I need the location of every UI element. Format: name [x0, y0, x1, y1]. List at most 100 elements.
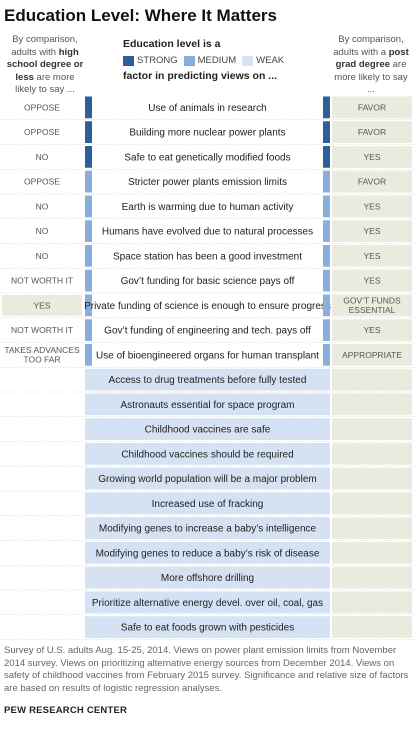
issue-label: More offshore drilling: [161, 573, 254, 584]
left-strength-bar: [85, 566, 92, 589]
weak-row-fill: [92, 566, 323, 589]
right-strength-bar: [323, 245, 330, 267]
left-strength-bar: [85, 517, 92, 539]
right-strength-bar: [323, 220, 330, 242]
right-strength-bar: [323, 121, 330, 143]
left-strength-bar: [85, 344, 92, 366]
legend-swatch-strong: [123, 55, 134, 66]
right-answer-box: [332, 96, 412, 119]
left-strength-bar: [85, 220, 92, 242]
left-answer-box: [2, 295, 82, 316]
right-strength-bar: [323, 170, 330, 193]
issue-label: Gov’t funding of engineering and tech. p…: [104, 326, 311, 337]
right-strength-bar: [323, 269, 330, 292]
weak-row-fill: [92, 368, 323, 391]
legend-swatch-weak: [242, 55, 254, 66]
issue-label: Private funding of science is enough to …: [84, 301, 331, 312]
right-strength-bar: [323, 616, 330, 638]
right-strength-bar: [323, 319, 330, 341]
right-answer: FAVOR: [358, 127, 386, 137]
left-answer: YES: [33, 300, 50, 310]
right-answer: YES: [363, 152, 380, 162]
right-strength-bar: [323, 467, 330, 490]
left-strength-bar: [85, 170, 92, 193]
legend-label-weak: WEAK: [256, 55, 285, 66]
left-strength-bar: [85, 245, 92, 267]
right-strength-bar: [323, 96, 330, 119]
right-strength-bar: [323, 517, 330, 539]
left-strength-bar: [85, 443, 92, 465]
right-answer: YES: [363, 251, 380, 261]
legend-item-medium: MEDIUM: [183, 55, 236, 66]
issue-label: Earth is warming due to human activity: [122, 202, 294, 213]
issue-label: Building more nuclear power plants: [129, 128, 285, 139]
footnote: Survey of U.S. adults Aug. 15-25, 2014. …: [4, 645, 409, 694]
right-answer-box: [332, 146, 412, 168]
right-strength-bar: [323, 195, 330, 218]
weak-row-fill: [92, 418, 323, 440]
issue-label: Increased use of fracking: [152, 499, 264, 510]
right-strength-bar: [323, 344, 330, 366]
right-strength-bar: [323, 393, 330, 416]
left-answer: OPPOSE: [24, 127, 60, 137]
right-answer: FAVOR: [358, 102, 386, 112]
right-strength-bar: [323, 146, 330, 168]
right-answer: YES: [363, 276, 380, 286]
legend-item-weak: WEAK: [242, 55, 284, 66]
issue-label: Stricter power plants emission limits: [128, 177, 287, 188]
issue-label: Astronauts essential for space program: [121, 400, 295, 411]
weak-row-fill: [92, 492, 323, 515]
left-strength-bar: [85, 467, 92, 490]
right-note-bold: post grad degree: [335, 46, 409, 71]
left-strength-bar: [85, 492, 92, 515]
right-answer-box: [332, 418, 412, 440]
right-answer-box: [332, 542, 412, 564]
right-answer-box: [332, 269, 412, 292]
left-note-bold: high school degree or less: [6, 46, 84, 83]
right-answer-box: [332, 616, 412, 638]
legend-label-strong: STRONG: [137, 55, 178, 66]
right-answer: YES: [363, 201, 380, 211]
right-answer-box: [332, 591, 412, 614]
left-strength-bar: [85, 121, 92, 143]
right-answer-box: [332, 195, 412, 218]
left-strength-bar: [85, 146, 92, 168]
issue-label: Humans have evolved due to natural proce…: [102, 227, 313, 238]
issue-label: Modifying genes to increase a baby’s int…: [99, 524, 317, 535]
right-answer-box: [332, 492, 412, 515]
legend-title: Education level is a: [123, 38, 221, 50]
right-answer-box: [332, 443, 412, 465]
right-strength-bar: [323, 418, 330, 440]
right-answer-box: [332, 517, 412, 539]
right-strength-bar: [323, 542, 330, 564]
source-credit: PEW RESEARCH CENTER: [4, 705, 128, 716]
weak-row-fill: [92, 467, 323, 490]
issue-label: Safe to eat genetically modified foods: [124, 152, 290, 163]
left-strength-bar: [85, 294, 92, 317]
right-note-post: are more likely to say ...: [334, 59, 408, 95]
left-note-post: are more likely to say ...: [15, 71, 75, 96]
left-answer: OPPOSE: [24, 177, 60, 187]
legend-swatch-medium: [183, 55, 195, 66]
right-answer: YES: [363, 325, 380, 335]
legend-subtitle: factor in predicting views on ...: [123, 70, 278, 82]
issue-label: Use of bioengineered organs for human tr…: [96, 350, 319, 361]
right-strength-bar: [323, 294, 330, 317]
right-strength-bar: [323, 368, 330, 391]
issue-label: Safe to eat foods grown with pesticides: [121, 623, 294, 634]
left-answer: NO: [36, 152, 49, 162]
issue-label: Prioritize alternative energy devel. ove…: [92, 598, 323, 609]
right-answer: YES: [363, 226, 380, 236]
right-strength-bar: [323, 492, 330, 515]
issue-label: Gov’t funding for basic science pays off: [121, 276, 295, 287]
right-answer: FAVOR: [358, 177, 386, 187]
right-answer: APPROPRIATE: [342, 350, 402, 360]
right-note-pre: By comparison, adults with a: [333, 34, 404, 58]
left-strength-bar: [85, 616, 92, 638]
right-answer-box: [332, 467, 412, 490]
weak-row-fill: [92, 393, 323, 416]
left-strength-bar: [85, 591, 92, 614]
right-answer-box: [332, 344, 412, 366]
left-answer: NO: [36, 251, 49, 261]
